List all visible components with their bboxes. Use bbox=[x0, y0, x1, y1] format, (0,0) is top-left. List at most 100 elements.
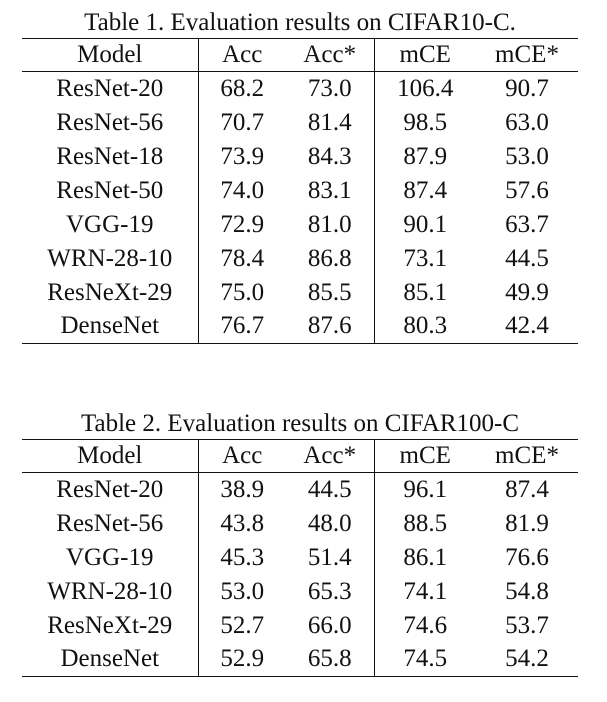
header-acc: Acc bbox=[222, 442, 263, 469]
cell-mce-star: 49.9 bbox=[505, 278, 549, 306]
table-row: ResNet-20 68.2 73.0 106.4 90.7 bbox=[22, 71, 578, 106]
cell-mce-star: 53.7 bbox=[505, 611, 549, 639]
table-header-row: Model Acc Acc* mCE mCE* bbox=[22, 38, 578, 72]
header-mce-star: mCE* bbox=[495, 41, 559, 68]
cell-acc: 78.4 bbox=[220, 244, 265, 272]
table-row: DenseNet 52.9 65.8 74.5 54.2 bbox=[22, 642, 578, 677]
table-row: WRN-28-10 53.0 65.3 74.1 54.8 bbox=[22, 574, 578, 609]
cell-acc: 73.9 bbox=[220, 142, 265, 170]
table-row: ResNeXt-29 52.7 66.0 74.6 53.7 bbox=[22, 608, 578, 643]
cell-model: ResNet-56 bbox=[22, 506, 199, 541]
results-table-cifar10c: Model Acc Acc* mCE mCE* ResNet-20 68.2 7… bbox=[22, 38, 578, 344]
cell-acc-star: 83.1 bbox=[286, 173, 375, 208]
cell-mce-star: 90.7 bbox=[505, 74, 549, 102]
table-2-block: Table 2. Evaluation results on CIFAR100-… bbox=[22, 409, 578, 677]
cell-mce: 86.1 bbox=[403, 543, 448, 571]
cell-acc: 74.0 bbox=[220, 176, 265, 204]
cell-acc-star: 84.3 bbox=[286, 139, 375, 174]
table-row: ResNet-50 74.0 83.1 87.4 57.6 bbox=[22, 173, 578, 208]
results-table-cifar100c: Model Acc Acc* mCE mCE* ResNet-20 38.9 4… bbox=[22, 439, 578, 677]
cell-mce: 74.1 bbox=[403, 577, 448, 605]
cell-mce: 87.9 bbox=[403, 142, 448, 170]
table-caption: Table 2. Evaluation results on CIFAR100-… bbox=[80, 410, 519, 437]
cell-mce-star: 57.6 bbox=[505, 176, 549, 204]
cell-acc: 52.9 bbox=[220, 645, 265, 673]
cell-mce-star: 63.7 bbox=[505, 210, 549, 238]
cell-model: ResNet-50 bbox=[22, 173, 199, 208]
cell-acc: 72.9 bbox=[220, 210, 265, 238]
cell-model: DenseNet bbox=[22, 642, 199, 677]
cell-mce: 98.5 bbox=[403, 108, 448, 136]
cell-mce-star: 54.8 bbox=[505, 577, 549, 605]
cell-mce-star: 63.0 bbox=[505, 108, 549, 136]
cell-acc-star: 87.6 bbox=[286, 309, 375, 344]
cell-model: WRN-28-10 bbox=[22, 574, 199, 609]
cell-acc-star: 48.0 bbox=[286, 506, 375, 541]
table-1-block: Table 1. Evaluation results on CIFAR10-C… bbox=[22, 8, 578, 344]
cell-mce: 85.1 bbox=[403, 278, 448, 306]
cell-model: ResNet-20 bbox=[22, 71, 199, 106]
cell-acc-star: 81.0 bbox=[286, 207, 375, 242]
cell-acc: 38.9 bbox=[220, 475, 265, 503]
table-row: ResNet-18 73.9 84.3 87.9 53.0 bbox=[22, 139, 578, 174]
cell-acc: 68.2 bbox=[220, 74, 265, 102]
cell-acc-star: 86.8 bbox=[286, 241, 375, 276]
cell-mce: 74.5 bbox=[403, 645, 448, 673]
header-acc: Acc bbox=[222, 41, 263, 68]
cell-model: ResNet-56 bbox=[22, 105, 199, 140]
cell-acc: 70.7 bbox=[220, 108, 265, 136]
table-header-row: Model Acc Acc* mCE mCE* bbox=[22, 439, 578, 473]
cell-mce: 88.5 bbox=[403, 509, 448, 537]
cell-acc-star: 81.4 bbox=[286, 105, 375, 140]
header-model: Model bbox=[22, 439, 199, 473]
cell-model: ResNeXt-29 bbox=[22, 608, 199, 643]
header-mce: mCE bbox=[399, 442, 451, 469]
cell-mce: 80.3 bbox=[403, 312, 448, 340]
header-model: Model bbox=[22, 38, 199, 72]
cell-model: ResNeXt-29 bbox=[22, 275, 199, 310]
header-acc-star: Acc* bbox=[286, 38, 375, 72]
cell-acc-star: 65.8 bbox=[286, 642, 375, 677]
table-row: ResNet-56 43.8 48.0 88.5 81.9 bbox=[22, 506, 578, 541]
cell-acc-star: 44.5 bbox=[286, 472, 375, 507]
cell-acc: 45.3 bbox=[220, 543, 265, 571]
cell-mce-star: 81.9 bbox=[505, 509, 549, 537]
cell-mce-star: 42.4 bbox=[505, 312, 549, 340]
table-row: VGG-19 45.3 51.4 86.1 76.6 bbox=[22, 540, 578, 575]
header-mce-star: mCE* bbox=[495, 442, 559, 469]
cell-acc-star: 65.3 bbox=[286, 574, 375, 609]
cell-model: DenseNet bbox=[22, 309, 199, 344]
cell-model: ResNet-20 bbox=[22, 472, 199, 507]
cell-model: ResNet-18 bbox=[22, 139, 199, 174]
cell-model: VGG-19 bbox=[22, 207, 199, 242]
cell-acc: 52.7 bbox=[220, 611, 265, 639]
header-acc-star: Acc* bbox=[286, 439, 375, 473]
cell-mce-star: 87.4 bbox=[505, 475, 549, 503]
cell-mce-star: 53.0 bbox=[505, 142, 549, 170]
cell-acc: 76.7 bbox=[220, 312, 265, 340]
cell-acc: 43.8 bbox=[220, 509, 265, 537]
table-row: DenseNet 76.7 87.6 80.3 42.4 bbox=[22, 309, 578, 344]
cell-mce-star: 44.5 bbox=[505, 244, 549, 272]
cell-mce: 90.1 bbox=[403, 210, 448, 238]
cell-mce-star: 54.2 bbox=[505, 645, 549, 673]
cell-mce: 87.4 bbox=[403, 176, 448, 204]
cell-mce: 73.1 bbox=[403, 244, 448, 272]
table-row: WRN-28-10 78.4 86.8 73.1 44.5 bbox=[22, 241, 578, 276]
cell-mce: 106.4 bbox=[397, 74, 454, 102]
table-row: VGG-19 72.9 81.0 90.1 63.7 bbox=[22, 207, 578, 242]
cell-mce: 74.6 bbox=[403, 611, 448, 639]
table-row: ResNeXt-29 75.0 85.5 85.1 49.9 bbox=[22, 275, 578, 310]
cell-mce: 96.1 bbox=[403, 475, 448, 503]
cell-acc-star: 66.0 bbox=[286, 608, 375, 643]
cell-acc: 53.0 bbox=[220, 577, 265, 605]
header-mce: mCE bbox=[399, 41, 451, 68]
cell-model: VGG-19 bbox=[22, 540, 199, 575]
cell-model: WRN-28-10 bbox=[22, 241, 199, 276]
table-row: ResNet-20 38.9 44.5 96.1 87.4 bbox=[22, 472, 578, 507]
cell-mce-star: 76.6 bbox=[505, 543, 549, 571]
cell-acc-star: 85.5 bbox=[286, 275, 375, 310]
cell-acc-star: 51.4 bbox=[286, 540, 375, 575]
cell-acc: 75.0 bbox=[220, 278, 265, 306]
table-caption: Table 1. Evaluation results on CIFAR10-C… bbox=[84, 9, 516, 36]
